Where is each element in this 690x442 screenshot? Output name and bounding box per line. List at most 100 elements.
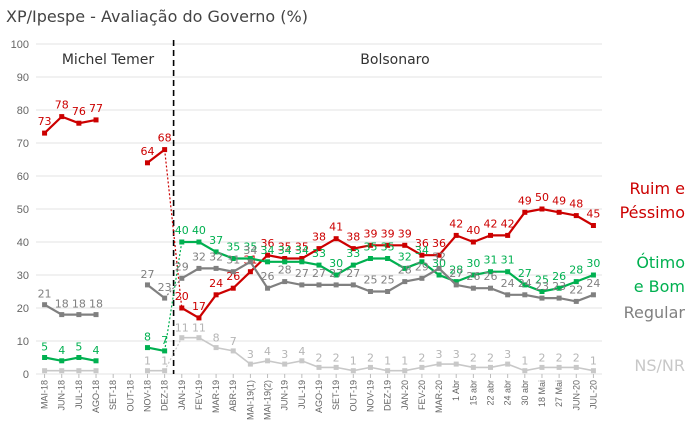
data-point <box>42 302 48 308</box>
grid <box>36 43 602 375</box>
data-point <box>539 289 545 294</box>
data-label: 30 <box>329 257 343 270</box>
x-tick-label: 30 abr <box>520 380 530 406</box>
data-point <box>162 295 168 301</box>
data-label: 4 <box>93 344 100 357</box>
x-tick-label: JUN-19 <box>280 380 290 411</box>
data-point <box>213 265 219 271</box>
data-point <box>316 262 322 268</box>
data-point <box>59 312 65 318</box>
data-point <box>470 272 476 278</box>
x-tick-label: NOV-18 <box>142 380 152 412</box>
data-label: 2 <box>367 351 374 364</box>
data-point <box>573 298 579 304</box>
data-point <box>367 242 373 248</box>
data-point <box>350 368 356 374</box>
data-point <box>282 259 288 265</box>
data-point <box>59 358 65 364</box>
data-label: 18 <box>72 298 86 311</box>
data-point <box>316 364 322 370</box>
data-point <box>539 295 545 301</box>
data-label: 3 <box>436 348 443 361</box>
data-point <box>402 242 408 248</box>
data-point <box>230 348 236 354</box>
data-point <box>162 348 168 354</box>
legend-entry: e Bom <box>634 277 685 296</box>
data-point <box>590 368 596 374</box>
data-point <box>419 252 425 258</box>
data-point <box>453 232 459 238</box>
x-tick-label: AGO-19 <box>314 380 324 413</box>
data-point <box>402 368 408 374</box>
data-point <box>282 256 288 261</box>
data-point <box>265 259 271 265</box>
data-point <box>179 305 185 311</box>
y-tick-label: 30 <box>17 270 29 282</box>
data-point <box>230 256 236 261</box>
data-label: 76 <box>72 105 86 118</box>
legend-entry: Ruim e <box>630 179 686 198</box>
data-label: 64 <box>140 145 154 158</box>
data-point <box>299 282 305 288</box>
data-label: 26 <box>552 270 566 283</box>
data-point <box>539 364 545 370</box>
data-label: 45 <box>586 208 600 221</box>
data-label: 35 <box>295 241 309 254</box>
data-label: 38 <box>346 231 360 244</box>
data-label: 33 <box>312 247 326 260</box>
data-point <box>230 269 236 275</box>
data-point <box>385 256 391 261</box>
data-point <box>213 345 219 351</box>
data-label: 32 <box>398 250 412 263</box>
data-point <box>453 282 459 288</box>
x-tick-label: AGO-18 <box>91 380 101 413</box>
data-label: 4 <box>298 345 305 358</box>
data-point <box>556 285 562 291</box>
data-label: 40 <box>192 224 206 237</box>
data-label: 28 <box>278 264 292 277</box>
data-label: 1 <box>144 355 151 368</box>
x-tick-label: JUN-18 <box>57 380 67 411</box>
data-point <box>470 364 476 370</box>
data-label: 34 <box>243 244 257 257</box>
data-point <box>505 232 511 238</box>
y-tick-label: 40 <box>17 237 29 249</box>
x-tick-label: 27 Mai <box>554 380 564 407</box>
data-label: 4 <box>264 345 271 358</box>
x-tick-label: 18 Mai <box>537 380 547 407</box>
data-point <box>488 232 494 238</box>
data-label: 1 <box>384 355 391 368</box>
data-label: 11 <box>192 322 206 335</box>
data-point <box>556 364 562 370</box>
x-tick-label: MAR-19 <box>211 380 221 413</box>
data-point <box>42 130 48 136</box>
data-point <box>436 272 442 278</box>
data-point <box>590 272 596 278</box>
period-label-bolsonaro: Bolsonaro <box>360 52 429 68</box>
x-tick-label: MAI-19(2) <box>263 380 273 420</box>
data-label: 1 <box>590 355 597 368</box>
x-tick-label: OUT-18 <box>125 380 135 412</box>
data-point <box>299 259 305 265</box>
data-point <box>144 160 150 166</box>
data-point <box>282 361 288 367</box>
data-point <box>488 364 494 370</box>
data-label: 7 <box>230 335 237 348</box>
data-label: 36 <box>432 237 446 250</box>
y-tick-label: 70 <box>17 138 29 150</box>
data-point <box>144 345 150 351</box>
x-tick-label: 24 abr <box>503 380 513 406</box>
data-label: 30 <box>432 257 446 270</box>
data-point <box>59 114 65 120</box>
data-point <box>333 364 339 370</box>
data-label: 2 <box>538 351 545 364</box>
data-label: 27 <box>295 267 309 280</box>
data-point <box>179 275 185 281</box>
data-label: 30 <box>586 257 600 270</box>
data-label: 21 <box>38 288 52 301</box>
data-point <box>247 259 253 265</box>
data-point <box>556 295 562 301</box>
data-label: 35 <box>381 241 395 254</box>
data-point <box>402 279 408 285</box>
